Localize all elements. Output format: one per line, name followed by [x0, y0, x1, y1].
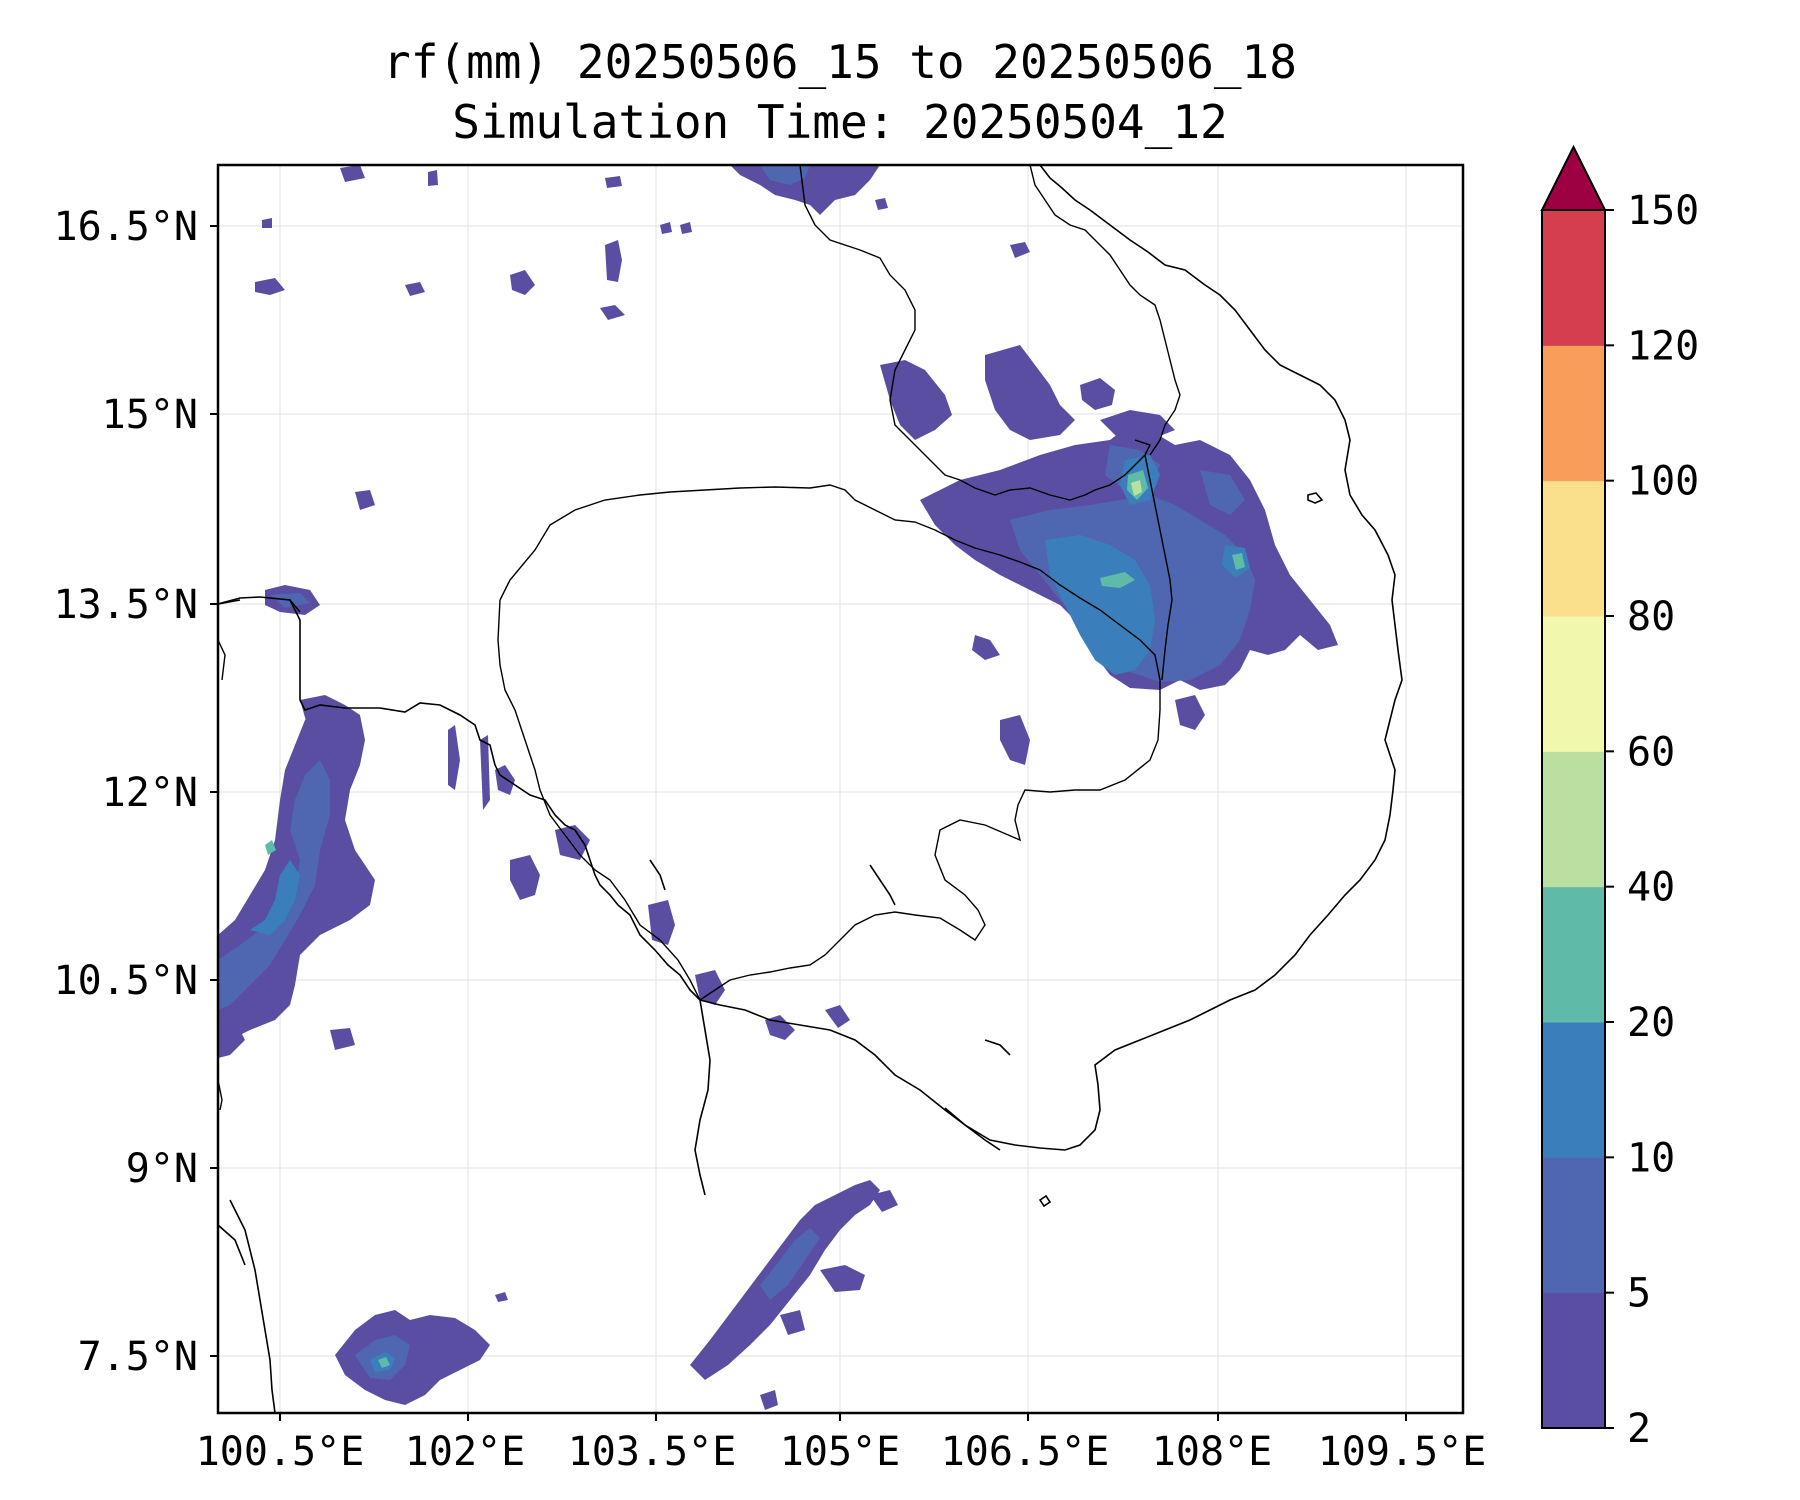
y-tick-label: 13.5°N: [54, 582, 199, 628]
x-axis: 100.5°E 102°E 103.5°E 105°E 106.5°E 108°…: [196, 1413, 1487, 1475]
country-borders: [218, 165, 1181, 1111]
rainfall-fields: [218, 165, 1338, 1410]
colorbar-segment: [1542, 480, 1605, 617]
colorbar-tick-label: 60: [1627, 729, 1675, 775]
rain-field-north-patch: [985, 345, 1075, 440]
colorbar-tick-label: 20: [1627, 1000, 1675, 1046]
rain-field-southwest: [335, 1310, 490, 1405]
y-tick-label: 10.5°N: [54, 958, 199, 1004]
colorbar-segment: [1542, 751, 1605, 888]
y-axis: 16.5°N 15°N 13.5°N 12°N 10.5°N 9°N 7.5°N: [54, 204, 218, 1380]
x-tick-label: 100.5°E: [196, 1429, 365, 1475]
colorbar-segment: [1542, 886, 1605, 1023]
colorbar-ticks: 2 5 10 20 40 60 80 100 120 150: [1605, 188, 1699, 1452]
title-line-1: rf(mm) 20250506_15 to 20250506_18: [383, 35, 1297, 89]
y-tick-label: 7.5°N: [78, 1334, 198, 1380]
rain-field-10mm: [1045, 535, 1155, 675]
colorbar-segment: [1542, 345, 1605, 482]
y-tick-label: 9°N: [126, 1146, 198, 1192]
thailand-west-coast: [218, 596, 619, 906]
colorbar-tick-label: 80: [1627, 594, 1675, 640]
colorbar-tick-label: 120: [1627, 323, 1699, 369]
x-tick-label: 109.5°E: [1318, 1429, 1487, 1475]
colorbar-segments: [1542, 210, 1605, 1429]
colorbar-segment: [1542, 1157, 1605, 1294]
colorbar-tick-label: 100: [1627, 459, 1699, 505]
laos-vietnam-border: [799, 165, 1151, 501]
colorbar-segment: [1542, 616, 1605, 752]
y-tick-label: 16.5°N: [54, 204, 199, 250]
y-tick-label: 12°N: [102, 770, 198, 816]
x-tick-label: 106.5°E: [941, 1429, 1110, 1475]
colorbar-tick-label: 150: [1627, 188, 1699, 234]
colorbar-segment: [1542, 1292, 1605, 1429]
rain-field-north-patch-2: [880, 360, 952, 440]
colorbar-segment: [1542, 1022, 1605, 1158]
cambodia-border: [497, 484, 1161, 1002]
rain-field-top: [730, 165, 880, 215]
colorbar-tick-label: 10: [1627, 1135, 1675, 1181]
colorbar-tick-label: 2: [1627, 1406, 1651, 1452]
colorbar-frame: [1541, 209, 1606, 1429]
colorbar-tick-label: 40: [1627, 865, 1675, 911]
map-area: [218, 165, 1463, 1413]
colorbar-segment: [1542, 210, 1605, 346]
x-tick-label: 102°E: [405, 1429, 525, 1475]
x-tick-label: 108°E: [1152, 1429, 1272, 1475]
y-tick-label: 15°N: [102, 392, 198, 438]
x-tick-label: 105°E: [780, 1429, 900, 1475]
title-line-2: Simulation Time: 20250504_12: [452, 95, 1227, 149]
coastlines: [218, 165, 1403, 1413]
x-tick-label: 103.5°E: [568, 1429, 737, 1475]
colorbar-extend-triangle: [1540, 144, 1607, 211]
colorbar: 2 5 10 20 40 60 80 100 120 150: [1540, 144, 1699, 1452]
colorbar-tick-label: 5: [1627, 1271, 1651, 1317]
